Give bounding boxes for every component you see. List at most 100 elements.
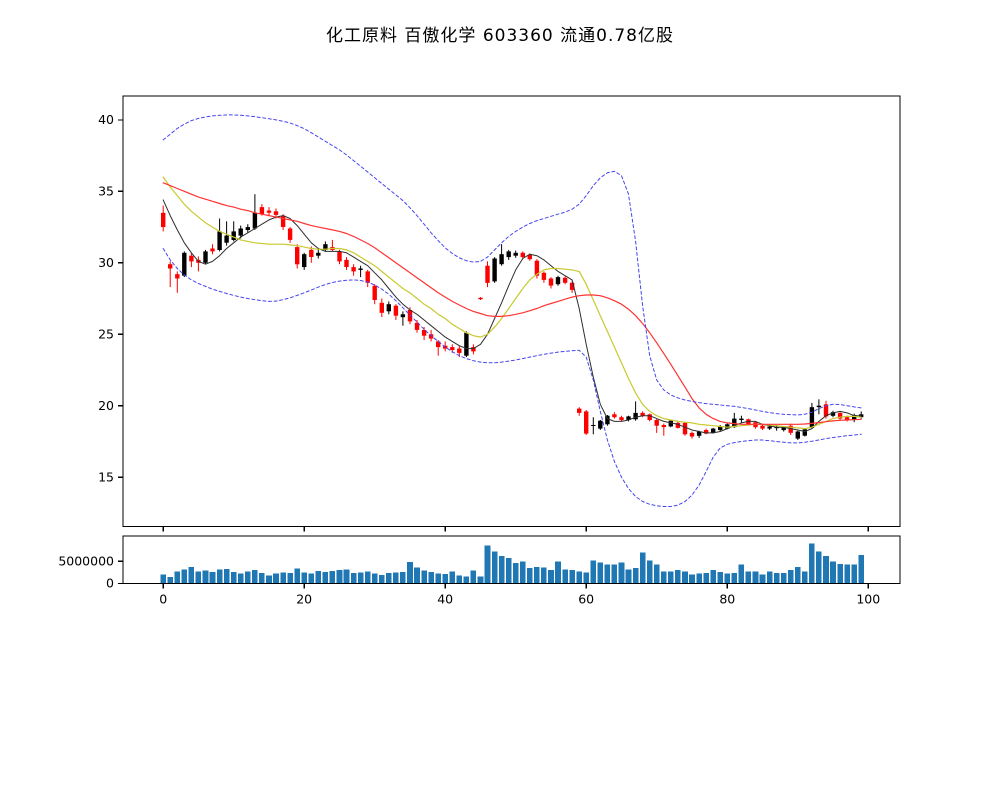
- candle-up: [499, 244, 504, 266]
- candle-down: [351, 264, 356, 276]
- candle-body: [400, 314, 406, 318]
- volume-bar: [752, 571, 759, 584]
- candle-down: [372, 284, 377, 305]
- volume-bar: [590, 560, 597, 584]
- candle-up: [252, 194, 258, 230]
- volume-bar: [350, 572, 357, 584]
- candle-up: [400, 311, 406, 326]
- candle-down: [379, 298, 384, 318]
- candle-body: [499, 254, 504, 265]
- candle-body: [626, 416, 631, 420]
- candle-up: [605, 415, 610, 426]
- candle-body: [541, 272, 547, 280]
- candle-body: [316, 252, 321, 256]
- volume-bar: [583, 572, 589, 584]
- candle-up: [302, 252, 307, 270]
- boll-lower-line: [162, 248, 862, 507]
- volume-bar: [717, 572, 723, 584]
- candle-up: [182, 251, 187, 278]
- candle-body: [703, 430, 709, 434]
- candle-body: [245, 227, 250, 230]
- candle-body: [668, 420, 673, 427]
- volume-bar: [646, 560, 653, 584]
- candle-body: [569, 282, 575, 290]
- volume-bar: [287, 572, 293, 584]
- volume-bar: [259, 572, 265, 584]
- volume-bar: [463, 576, 470, 584]
- candle-body: [633, 412, 638, 420]
- candle-up: [852, 413, 857, 423]
- candle-up: [492, 257, 497, 283]
- volume-bar: [780, 572, 787, 584]
- volume-bar: [428, 572, 434, 584]
- candle-up: [323, 241, 328, 252]
- volume-bar: [393, 572, 399, 584]
- volume-bar: [223, 568, 230, 584]
- candle-body: [379, 302, 384, 313]
- candle-body: [513, 252, 518, 256]
- volume-bar: [689, 574, 695, 584]
- volume-bar: [400, 572, 406, 584]
- candle-down: [675, 421, 681, 429]
- volume-bar: [809, 543, 815, 584]
- candle-body: [365, 271, 370, 283]
- candle-body: [696, 431, 702, 436]
- volume-bar: [160, 574, 166, 584]
- volume-ytick-label: 5000000: [58, 554, 114, 569]
- candle-up: [591, 417, 596, 435]
- candle-down: [689, 431, 695, 439]
- candle-body: [337, 251, 342, 262]
- volume-bar: [802, 571, 808, 584]
- volume-bar: [682, 571, 688, 584]
- price-ytick-label: 25: [98, 327, 114, 342]
- candle-down: [337, 249, 342, 265]
- volume-panel: 0 5000000 0 20 40 60 80 100: [58, 535, 901, 607]
- candle-body: [217, 231, 222, 250]
- volume-bar: [851, 564, 857, 584]
- candle-body: [647, 414, 652, 420]
- volume-bar: [696, 573, 702, 584]
- candle-down: [520, 251, 525, 259]
- volume-bar: [167, 576, 173, 584]
- volume-bar: [477, 576, 484, 584]
- volume-bar: [639, 552, 646, 584]
- candle-down: [661, 423, 666, 436]
- volume-bar: [858, 555, 864, 584]
- candle-up: [238, 225, 243, 239]
- candle-body: [259, 207, 265, 215]
- candle-down: [161, 205, 166, 232]
- candle-body: [302, 254, 307, 268]
- volume-bar: [470, 570, 477, 584]
- volume-bar: [534, 567, 540, 584]
- candle-down: [534, 259, 540, 279]
- volume-bar: [301, 572, 307, 584]
- candle-down: [330, 239, 335, 252]
- candle-body: [739, 418, 744, 420]
- candle-down: [393, 304, 399, 320]
- candle-down: [414, 320, 420, 333]
- candle-up: [668, 420, 673, 428]
- volume-frame: [122, 535, 901, 585]
- candle-body: [534, 260, 540, 276]
- volume-bar: [294, 568, 300, 584]
- candle-body: [577, 408, 582, 413]
- candle-body: [450, 347, 455, 350]
- candle-down: [478, 297, 483, 300]
- candle-up: [506, 249, 511, 260]
- candle-up: [464, 331, 469, 358]
- candle-body: [555, 277, 561, 285]
- candle-body: [844, 417, 850, 421]
- price-ytick-label: 15: [98, 469, 114, 484]
- candle-body: [598, 420, 603, 429]
- candle-body: [562, 277, 568, 283]
- volume-bar: [738, 564, 745, 584]
- ma-fast-line: [162, 199, 862, 434]
- candle-body: [344, 259, 349, 267]
- candle-down: [654, 418, 659, 433]
- candle-body: [520, 252, 525, 258]
- volume-bar: [386, 572, 392, 584]
- volume-bar: [252, 570, 258, 584]
- candle-down: [788, 423, 793, 435]
- volume-bar: [449, 571, 456, 584]
